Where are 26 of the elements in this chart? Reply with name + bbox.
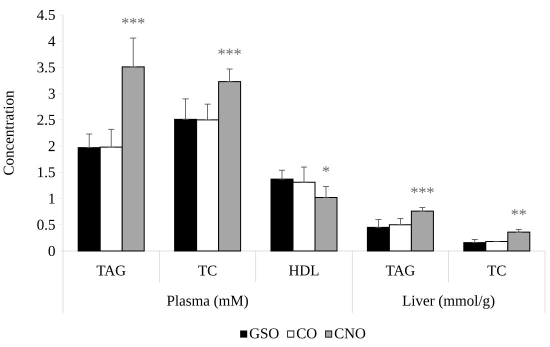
y-tick-label: 3.5 <box>37 62 55 73</box>
y-tick-label: 3 <box>48 88 55 99</box>
legend-label: CNO <box>334 328 366 338</box>
legend-label: CO <box>296 328 316 338</box>
y-tick-label: 4.5 <box>37 10 55 20</box>
annotation: * <box>322 166 330 172</box>
annotation: *** <box>411 187 434 194</box>
text: Liver (mmol/g) <box>402 295 494 309</box>
y-tick-label: 0 <box>48 246 55 256</box>
y-axis-title: Concentration <box>4 90 14 175</box>
y-tick-label: 1 <box>49 194 55 204</box>
x-tick-label: TC <box>487 266 506 276</box>
y-tick-label: 2.5 <box>37 114 55 125</box>
y-tick-label: 4 <box>48 36 56 46</box>
y-tick-label: 0.5 <box>37 220 55 230</box>
annotation: *** <box>218 48 241 55</box>
annotation: *** <box>122 18 144 24</box>
annotation: ** <box>512 209 526 216</box>
y-tick-label: 2 <box>48 141 55 152</box>
legend-label: GSO <box>250 328 279 338</box>
x-tick-label: HDL <box>289 266 319 276</box>
text: Plasma (mM) <box>167 295 248 309</box>
x-tick-label: TAG <box>96 266 126 276</box>
y-tick-label: 1.5 <box>38 167 55 178</box>
x-tick-label: TAG <box>386 266 415 276</box>
x-tick-label: TC <box>198 266 216 276</box>
